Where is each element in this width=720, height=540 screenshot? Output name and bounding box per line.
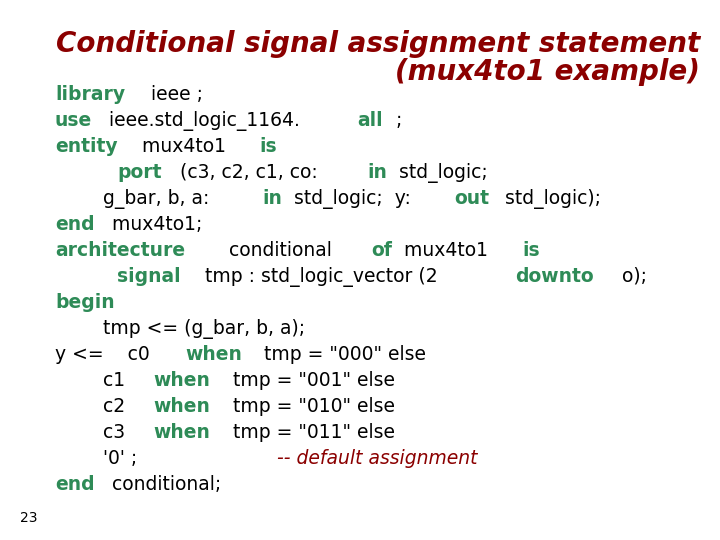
Text: c2: c2 bbox=[55, 397, 131, 416]
Text: tmp : std_logic_vector (2: tmp : std_logic_vector (2 bbox=[199, 267, 444, 287]
Text: when: when bbox=[153, 371, 210, 390]
Text: (c3, c2, c1, co:: (c3, c2, c1, co: bbox=[174, 163, 324, 182]
Text: conditional;: conditional; bbox=[106, 475, 221, 494]
Text: std_logic;: std_logic; bbox=[393, 163, 488, 183]
Text: entity: entity bbox=[55, 137, 117, 156]
Text: o);: o); bbox=[616, 267, 647, 286]
Text: ieee.std_logic_1164.: ieee.std_logic_1164. bbox=[103, 111, 300, 131]
Text: architecture: architecture bbox=[55, 241, 185, 260]
Text: use: use bbox=[55, 111, 92, 130]
Text: when: when bbox=[153, 423, 210, 442]
Text: all: all bbox=[357, 111, 383, 130]
Text: mux4to1: mux4to1 bbox=[136, 137, 232, 156]
Text: tmp = "001" else: tmp = "001" else bbox=[227, 371, 395, 390]
Text: c1: c1 bbox=[55, 371, 131, 390]
Text: std_logic;  y:: std_logic; y: bbox=[287, 189, 416, 209]
Text: Conditional signal assignment statement: Conditional signal assignment statement bbox=[55, 30, 700, 58]
Text: when: when bbox=[185, 345, 242, 364]
Text: is: is bbox=[522, 241, 539, 260]
Text: end: end bbox=[55, 475, 94, 494]
Text: ;: ; bbox=[390, 111, 402, 130]
Text: when: when bbox=[153, 397, 210, 416]
Text: port: port bbox=[117, 163, 161, 182]
Text: end: end bbox=[55, 215, 94, 234]
Text: conditional: conditional bbox=[223, 241, 338, 260]
Text: of: of bbox=[371, 241, 392, 260]
Text: is: is bbox=[260, 137, 277, 156]
Text: c3: c3 bbox=[55, 423, 131, 442]
Text: in: in bbox=[262, 189, 282, 208]
Text: library: library bbox=[55, 85, 125, 104]
Text: -- default assignment: -- default assignment bbox=[277, 449, 478, 468]
Text: '0' ;: '0' ; bbox=[55, 449, 228, 468]
Text: mux4to1;: mux4to1; bbox=[106, 215, 202, 234]
Text: std_logic);: std_logic); bbox=[499, 189, 601, 209]
Text: g_bar, b, a:: g_bar, b, a: bbox=[55, 189, 215, 209]
Text: 23: 23 bbox=[20, 511, 37, 525]
Text: out: out bbox=[454, 189, 489, 208]
Text: in: in bbox=[368, 163, 387, 182]
Text: begin: begin bbox=[55, 293, 114, 312]
Text: tmp <= (g_bar, b, a);: tmp <= (g_bar, b, a); bbox=[55, 319, 305, 339]
Text: tmp = "011" else: tmp = "011" else bbox=[227, 423, 395, 442]
Text: (mux4to1 example): (mux4to1 example) bbox=[395, 58, 700, 86]
Text: tmp = "010" else: tmp = "010" else bbox=[227, 397, 395, 416]
Text: ieee ;: ieee ; bbox=[145, 85, 204, 104]
Text: tmp = "000" else: tmp = "000" else bbox=[258, 345, 426, 364]
Text: downto: downto bbox=[515, 267, 593, 286]
Text: y <=    c0: y <= c0 bbox=[55, 345, 156, 364]
Text: signal: signal bbox=[117, 267, 181, 286]
Text: mux4to1: mux4to1 bbox=[398, 241, 494, 260]
